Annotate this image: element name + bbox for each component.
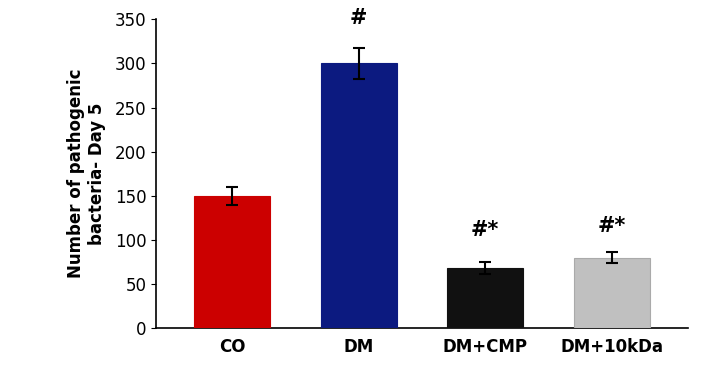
Text: #*: #* [471, 220, 499, 240]
Bar [194, 196, 270, 328]
Text: #*: #* [598, 216, 626, 236]
Bar [447, 268, 523, 328]
Y-axis label: Number of pathogenic
bacteria- Day 5: Number of pathogenic bacteria- Day 5 [67, 69, 106, 278]
Text: #: # [350, 8, 367, 28]
Bar [320, 63, 396, 328]
Bar [574, 257, 649, 328]
